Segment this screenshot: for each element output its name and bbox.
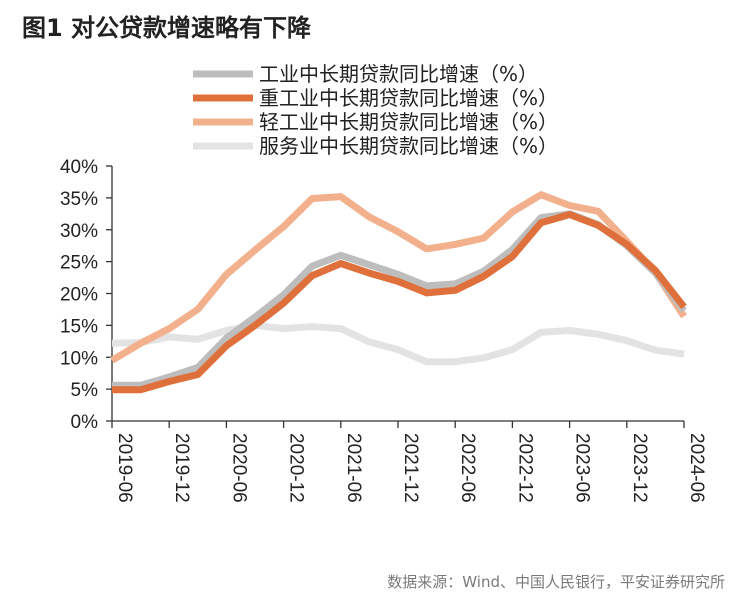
legend-label-2: 轻工业中长期贷款同比增速（%） <box>259 110 558 134</box>
series-line-3 <box>111 321 685 366</box>
series-lines <box>110 191 687 394</box>
legend: 工业中长期贷款同比增速（%）重工业中长期贷款同比增速（%）轻工业中长期贷款同比增… <box>193 62 558 158</box>
y-tick-label: 10% <box>60 348 98 369</box>
y-tick-label: 30% <box>60 221 98 242</box>
legend-label-3: 服务业中长期贷款同比增速（%） <box>259 134 558 158</box>
y-tick-label: 40% <box>60 157 98 178</box>
x-tick-label: 2022-06 <box>457 433 478 503</box>
x-tick-label: 2021-12 <box>400 433 421 503</box>
x-tick-label: 2019-06 <box>114 433 135 503</box>
x-axis: 2019-06 2019-12 2020-06 2020-12 2021-06 2021-… <box>111 420 707 503</box>
x-tick-label: 2019-12 <box>171 433 192 503</box>
x-tick-label: 2024-06 <box>686 433 707 503</box>
x-tick-label: 2020-06 <box>228 433 249 503</box>
y-axis: 0% 5% 10% 15% 20% 25% 30% 35% 40% <box>60 157 113 433</box>
series-line-2 <box>110 191 687 364</box>
series-line-0 <box>112 210 687 389</box>
legend-label-0: 工业中长期贷款同比增速（%） <box>259 62 538 86</box>
x-tick-label: 2020-12 <box>286 433 307 503</box>
y-tick-label: 35% <box>60 189 98 210</box>
x-tick-label: 2023-06 <box>572 433 593 503</box>
x-tick-label: 2023-12 <box>629 433 650 503</box>
y-tick-label: 5% <box>71 380 99 401</box>
source-note: 数据来源：Wind、中国人民银行，平安证券研究所 <box>387 573 725 591</box>
x-tick-label: 2021-06 <box>343 433 364 503</box>
legend-label-1: 重工业中长期贷款同比增速（%） <box>259 86 558 110</box>
figure-title: 图1 对公贷款增速略有下降 <box>22 14 312 42</box>
series-line-1 <box>112 211 687 394</box>
y-tick-label: 20% <box>60 285 98 306</box>
y-tick-label: 15% <box>60 316 98 337</box>
y-tick-label: 0% <box>71 412 99 433</box>
x-tick-label: 2022-12 <box>514 433 535 503</box>
y-tick-label: 25% <box>60 253 98 274</box>
